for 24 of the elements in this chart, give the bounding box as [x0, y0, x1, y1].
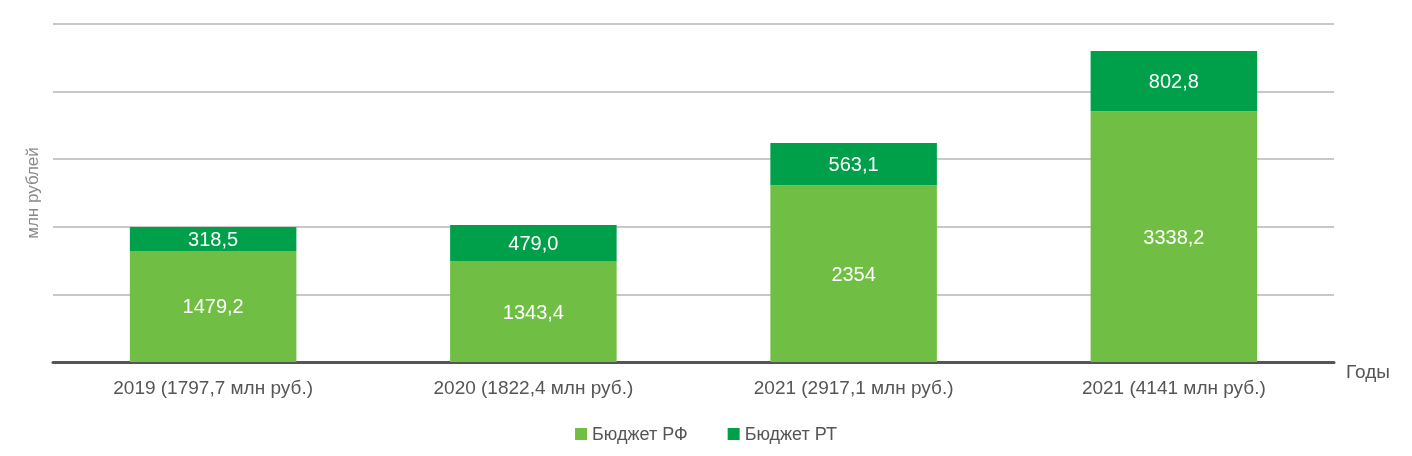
data-label: 318,5: [188, 227, 239, 250]
bar: [129, 250, 297, 362]
data-label: 3338,2: [1143, 225, 1205, 248]
data-label: 1479,2: [182, 295, 244, 318]
data-label: 479,0: [508, 232, 559, 255]
data-label: 802,8: [1148, 70, 1199, 93]
data-label: 2354: [831, 262, 876, 285]
bar: [1090, 50, 1258, 112]
bar: [770, 142, 937, 186]
y-axis-title: млн рублей: [23, 147, 42, 239]
bar: [450, 225, 617, 262]
data-label: 1343,4: [502, 300, 564, 323]
legend-label: Бюджет РФ: [592, 424, 688, 444]
x-tick-label: 2021 (2917,1 млн руб.): [753, 377, 954, 398]
bar: [1090, 111, 1258, 362]
bar: [770, 185, 937, 362]
legend-label: Бюджет РТ: [744, 424, 837, 444]
bar: [450, 261, 617, 362]
x-tick-label: 2020 (1822,4 млн руб.): [433, 377, 634, 398]
bar: [129, 226, 297, 251]
x-tick-label: 2021 (4141 млн руб.): [1081, 377, 1266, 398]
x-tick-label: 2019 (1797,7 млн руб.): [113, 377, 313, 398]
data-label: 563,1: [828, 153, 879, 176]
x-axis-title: Годы: [1346, 361, 1390, 382]
